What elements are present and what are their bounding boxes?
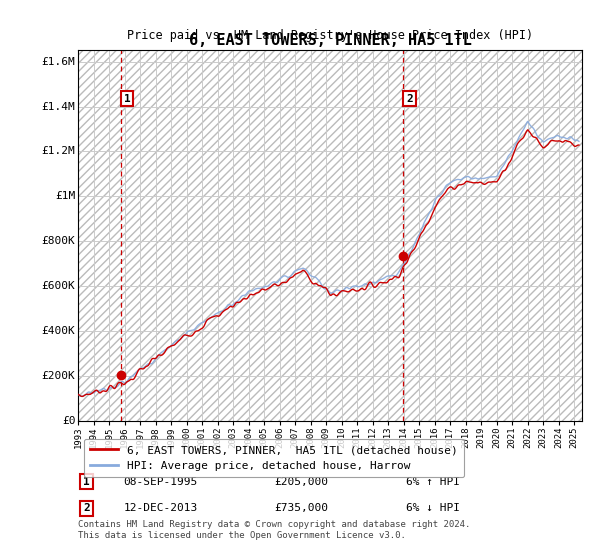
Text: 6% ↑ HPI: 6% ↑ HPI xyxy=(406,477,460,487)
Text: 12-DEC-2013: 12-DEC-2013 xyxy=(124,503,197,514)
Legend: 6, EAST TOWERS, PINNER,  HA5 1TL (detached house), HPI: Average price, detached : 6, EAST TOWERS, PINNER, HA5 1TL (detache… xyxy=(83,438,464,478)
Text: £1.2M: £1.2M xyxy=(42,146,76,156)
Text: 2: 2 xyxy=(406,94,413,104)
Text: Price paid vs. HM Land Registry's House Price Index (HPI): Price paid vs. HM Land Registry's House … xyxy=(127,29,533,42)
Text: 6% ↓ HPI: 6% ↓ HPI xyxy=(406,503,460,514)
Text: £1.4M: £1.4M xyxy=(42,101,76,111)
Text: £800K: £800K xyxy=(42,236,76,246)
Text: £0: £0 xyxy=(62,416,76,426)
Text: £600K: £600K xyxy=(42,281,76,291)
Text: £735,000: £735,000 xyxy=(275,503,329,514)
Title: 6, EAST TOWERS, PINNER, HA5 1TL: 6, EAST TOWERS, PINNER, HA5 1TL xyxy=(188,33,472,48)
Text: 2: 2 xyxy=(83,503,90,514)
Text: £1.6M: £1.6M xyxy=(42,57,76,67)
Text: 1: 1 xyxy=(83,477,90,487)
Text: £200K: £200K xyxy=(42,371,76,381)
Text: £1M: £1M xyxy=(55,192,76,202)
Text: £400K: £400K xyxy=(42,326,76,336)
Text: 1: 1 xyxy=(124,94,130,104)
Text: Contains HM Land Registry data © Crown copyright and database right 2024.
This d: Contains HM Land Registry data © Crown c… xyxy=(78,520,470,539)
Text: £205,000: £205,000 xyxy=(275,477,329,487)
Text: 08-SEP-1995: 08-SEP-1995 xyxy=(124,477,197,487)
